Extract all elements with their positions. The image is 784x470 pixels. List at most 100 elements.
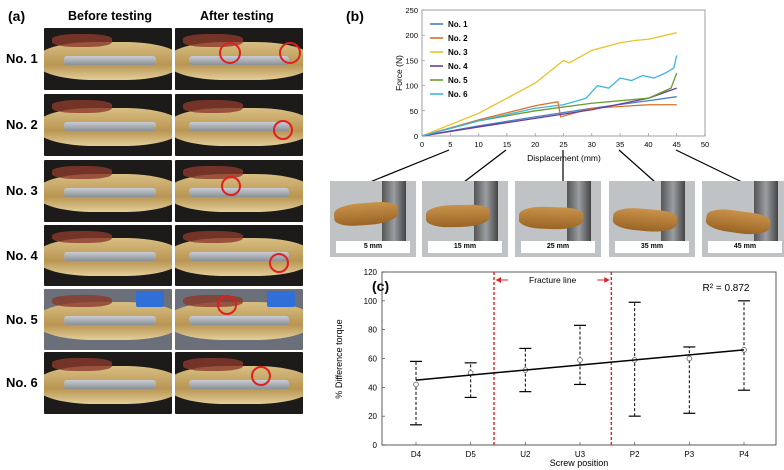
- r2-annotation: R² = 0.872: [703, 283, 750, 294]
- muscle: [52, 166, 112, 179]
- failure-circle-marker: [273, 120, 293, 140]
- chart-c-xlabel: Screw position: [550, 458, 609, 468]
- chart-c-xtick-label: U3: [575, 450, 586, 459]
- row-label-3: No. 3: [6, 183, 38, 198]
- chart-c-ytick-label: 100: [364, 297, 378, 306]
- col-after-heading: After testing: [200, 9, 274, 23]
- chart-c-xtick-label: D4: [411, 450, 422, 459]
- chart-c-xtick-label: U2: [520, 450, 531, 459]
- test-frame-5: 45 mm: [702, 181, 784, 257]
- chart-c-xtick-label: P4: [739, 450, 749, 459]
- specimen-2-after-photo: [175, 94, 303, 156]
- chart-c-ytick-label: 20: [368, 412, 377, 421]
- failure-circle-marker: [269, 253, 289, 273]
- bone-plate: [189, 316, 289, 326]
- row-label-4: No. 4: [6, 247, 38, 263]
- specimen-1-before-photo: [44, 28, 172, 90]
- muscle: [183, 100, 243, 113]
- chart-c-ytick-label: 120: [364, 268, 378, 277]
- chart-c-xtick-label: P3: [684, 450, 694, 459]
- test-rig: [754, 181, 778, 245]
- muscle: [183, 358, 243, 371]
- bone-plate: [64, 252, 156, 262]
- test-frame-3: 25 mm: [515, 181, 601, 257]
- bone-plate: [189, 187, 289, 197]
- failure-circle-marker: [251, 366, 271, 386]
- test-frame-4: 35 mm: [609, 181, 695, 257]
- force-displacement-chart: 0 50 100 150 200 250 0 5 10 15 20 25 30 35 40 45 50 No.…: [394, 6, 709, 163]
- muscle: [52, 295, 112, 308]
- failure-circle-marker: [217, 295, 237, 315]
- row-label-6: No. 6: [6, 375, 38, 390]
- chart-b-xtick-label: 25: [559, 140, 567, 149]
- connector-35mm: [618, 149, 656, 183]
- mean-point-U3: [577, 357, 583, 363]
- series-line-6: [421, 55, 678, 137]
- panel-c-label: (c): [372, 278, 389, 294]
- chart-c-xtick-label: D5: [466, 450, 477, 459]
- test-frame-1: 5 mm: [330, 181, 416, 257]
- connector-5mm: [369, 149, 450, 183]
- bone-plate: [189, 252, 289, 262]
- chart-b-xlabel: Displacement (mm): [527, 153, 601, 163]
- torque-difference-chart: (c) 0 20 40 60 80 100 120 D4 D5 U2 U3 P2 P3 P4 Fract…: [334, 268, 777, 468]
- legend-label-2: No. 2: [448, 34, 468, 43]
- muscle: [183, 231, 243, 244]
- specimen-tag: [136, 291, 164, 307]
- frame-caption-2: 15 mm: [428, 241, 502, 253]
- chart-b-xtick-label: 40: [644, 140, 652, 149]
- bone-plate: [64, 316, 156, 326]
- bone-plate: [189, 55, 289, 65]
- mean-point-P3: [686, 355, 693, 362]
- chart-b-xtick-label: 5: [448, 140, 452, 149]
- fracture-arrowhead-left: [496, 277, 501, 283]
- series-line-2: [421, 100, 677, 137]
- frame-connectors: [369, 149, 743, 183]
- specimen-4-after-photo: [175, 225, 303, 286]
- legend-label-5: No. 5: [448, 76, 468, 85]
- specimen-in-rig: [425, 204, 491, 228]
- specimen-4-before-photo: [44, 225, 172, 286]
- chart-b-ytick-label: 0: [414, 132, 418, 141]
- fracture-label: Fracture line: [529, 275, 577, 285]
- specimen-1-after-photo: [175, 28, 303, 90]
- legend-label-1: No. 1: [448, 20, 468, 29]
- chart-b-ylabel: Force (N): [394, 55, 404, 91]
- chart-b-ytick-label: 100: [405, 82, 418, 91]
- legend-label-3: No. 3: [448, 48, 468, 57]
- row-label-5: No. 5: [6, 311, 38, 327]
- muscle: [52, 34, 112, 47]
- chart-c-ytick-label: 60: [368, 355, 377, 364]
- bone-plate: [64, 121, 156, 131]
- chart-c-xtick-label: P2: [630, 450, 640, 459]
- specimen-5-after-photo: [175, 289, 303, 350]
- bone-plate: [64, 55, 156, 65]
- specimen-5-before-photo: [44, 289, 172, 350]
- chart-b-xtick-label: 50: [701, 140, 709, 149]
- muscle: [52, 231, 112, 244]
- test-frame-2: 15 mm: [422, 181, 508, 257]
- row-label-2: No. 2: [6, 117, 38, 132]
- bone-plate: [189, 121, 289, 131]
- chart-b-xtick-label: 0: [420, 140, 424, 149]
- chart-c-ytick-label: 0: [373, 441, 378, 450]
- series-line-3: [421, 32, 677, 137]
- failure-circle-marker: [221, 176, 241, 196]
- bone-plate: [189, 379, 289, 389]
- chart-b-xtick-label: 20: [531, 140, 539, 149]
- specimen-3-after-photo: [175, 160, 303, 222]
- muscle: [52, 100, 112, 113]
- specimen-2-before-photo: [44, 94, 172, 156]
- row-label-1: No. 1: [6, 51, 38, 66]
- frame-caption-5: 45 mm: [708, 241, 782, 253]
- connector-45mm: [675, 149, 743, 183]
- series-line-1: [421, 96, 677, 137]
- col-before-heading: Before testing: [68, 9, 153, 23]
- chart-c-ytick-label: 40: [368, 383, 377, 392]
- muscle: [52, 358, 112, 371]
- failure-circle-marker: [279, 42, 301, 64]
- bone-plate: [64, 379, 156, 389]
- specimen-in-rig: [518, 205, 584, 231]
- chart-b-ytick-label: 200: [405, 31, 418, 40]
- fracture-arrowhead-right: [604, 277, 610, 283]
